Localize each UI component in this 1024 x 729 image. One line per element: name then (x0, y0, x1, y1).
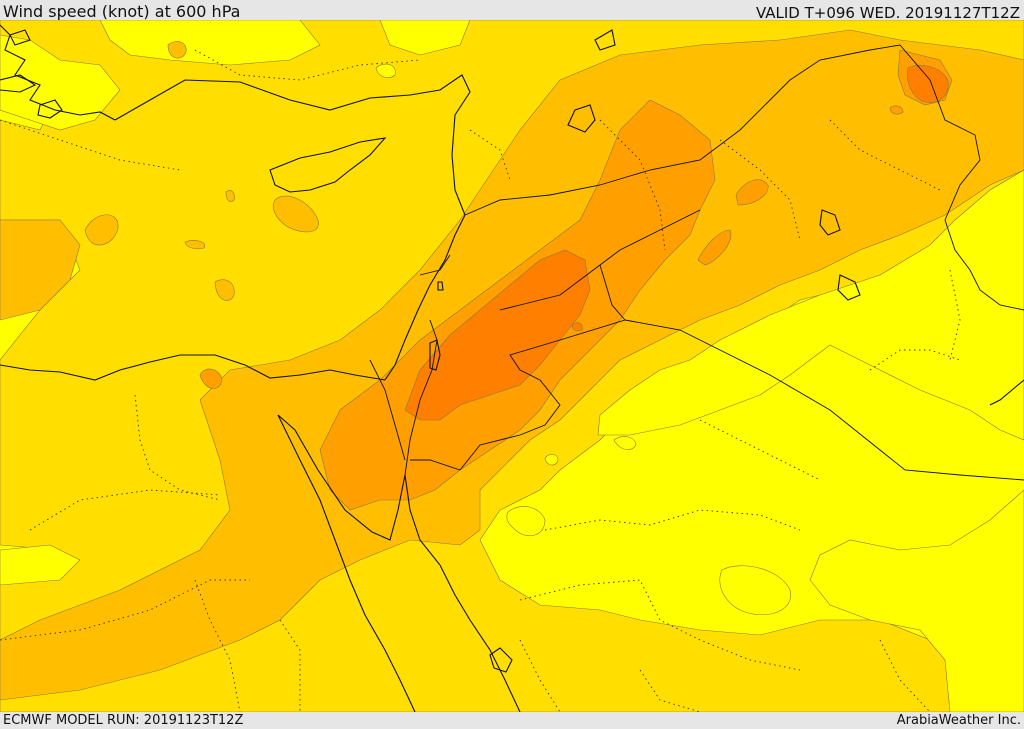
band-mid (225, 190, 235, 202)
band-strong (889, 105, 904, 115)
band-mid (184, 240, 206, 250)
map-header: Wind speed (knot) at 600 hPa VALID T+096… (0, 0, 1024, 22)
band-lightest-pocket (506, 506, 546, 536)
band-mid (272, 195, 319, 233)
band-mid (167, 41, 187, 59)
model-run-label: ECMWF MODEL RUN: 20191123T12Z (3, 713, 244, 728)
band-lightest-east (809, 489, 1024, 712)
band-lightest-pocket (0, 544, 81, 586)
band-lightest-pocket (0, 34, 121, 131)
band-strong (735, 179, 769, 206)
band-mid (214, 279, 235, 301)
band-lightest-pocket (613, 436, 637, 450)
band-strongest (571, 322, 583, 332)
admin-boundaries (0, 49, 961, 712)
map-footer: ECMWF MODEL RUN: 20191123T12Z ArabiaWeat… (0, 712, 1024, 729)
band-lightest-pocket (99, 20, 321, 66)
band-strong (697, 229, 732, 266)
band-lightest-east (597, 169, 1024, 441)
country-borders (369, 44, 1024, 481)
band-strong (199, 368, 223, 389)
band-lightest-pocket (379, 20, 471, 56)
credit-label: ArabiaWeather Inc. (896, 713, 1021, 728)
band-lightest-pocket (719, 565, 791, 616)
wind-speed-map[interactable] (0, 20, 1024, 712)
coastlines (0, 24, 1024, 712)
band-lightest-pocket (544, 454, 559, 466)
band-lightest-pocket (375, 63, 396, 78)
band-mid (84, 214, 119, 246)
band-mid (0, 219, 81, 321)
map-title: Wind speed (knot) at 600 hPa (3, 2, 241, 21)
band-strongest (404, 249, 591, 421)
band-strongest (907, 65, 949, 103)
valid-time-label: VALID T+096 WED. 20191127T12Z (755, 4, 1020, 22)
